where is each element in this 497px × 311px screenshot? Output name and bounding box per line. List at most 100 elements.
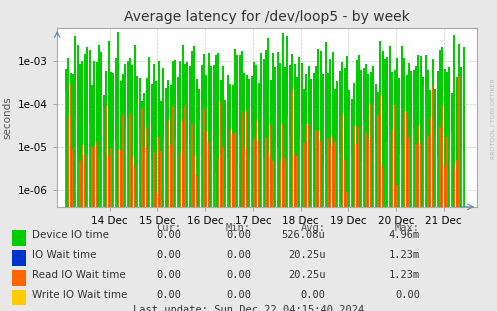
Bar [454,167,455,311]
Bar [205,75,207,311]
Bar [222,66,224,311]
Bar [139,78,141,311]
Bar [399,78,401,311]
Bar [432,59,434,311]
Bar [175,137,176,311]
Bar [444,69,446,311]
Bar [237,165,238,311]
Title: Average latency for /dev/loop5 - by week: Average latency for /dev/loop5 - by week [124,10,410,24]
Bar [461,150,462,311]
Bar [161,151,162,311]
Bar [308,66,310,311]
Bar [331,52,333,311]
Bar [75,118,76,311]
Bar [189,144,190,311]
Bar [429,91,431,311]
Bar [206,132,207,311]
Bar [313,73,315,311]
Bar [358,55,360,311]
Bar [424,55,426,311]
Bar [458,44,460,311]
Bar [411,125,412,311]
Bar [227,75,229,311]
Bar [251,124,252,311]
Bar [391,72,393,311]
Bar [334,89,336,311]
Bar [301,123,302,311]
Bar [404,111,405,311]
Bar [196,79,198,311]
Bar [260,103,262,311]
Bar [334,142,335,311]
Bar [463,47,465,311]
Bar [225,188,226,311]
Bar [72,149,74,311]
Bar [291,53,293,311]
Text: 20.25u: 20.25u [288,250,326,260]
Bar [154,152,155,311]
Bar [239,55,241,311]
Bar [244,73,246,311]
Bar [247,111,248,311]
Bar [129,58,131,311]
Text: 0.00: 0.00 [226,250,251,260]
Bar [446,137,448,311]
Bar [418,126,419,311]
Bar [199,120,200,311]
Bar [172,106,173,311]
Bar [375,84,377,311]
Bar [255,65,257,311]
Text: Device IO time: Device IO time [32,230,109,240]
Bar [210,66,212,311]
Bar [351,99,353,311]
Bar [427,70,429,311]
Bar [96,62,98,311]
Bar [339,72,341,311]
Bar [86,47,88,311]
Bar [253,62,255,311]
Bar [167,80,169,311]
Bar [148,57,150,311]
Bar [394,70,396,311]
Bar [108,41,110,311]
Bar [265,50,267,311]
Bar [253,139,254,311]
Bar [277,147,278,311]
Bar [387,57,389,311]
Bar [436,71,438,311]
Bar [203,54,205,311]
Bar [375,143,376,311]
Bar [406,75,408,311]
Text: IO Wait time: IO Wait time [32,250,97,260]
Bar [215,55,217,311]
Bar [323,163,324,311]
Bar [232,134,233,311]
Bar [132,157,133,311]
Bar [434,89,436,311]
Bar [368,139,369,311]
Text: Write IO Wait time: Write IO Wait time [32,290,128,300]
Bar [208,53,210,311]
Bar [89,124,90,311]
Bar [155,81,158,311]
Bar [377,92,379,311]
Bar [239,135,241,311]
Bar [397,185,398,311]
Bar [230,129,231,311]
Bar [151,84,153,311]
Bar [360,70,362,311]
Bar [353,126,355,311]
Text: 0.00: 0.00 [226,230,251,240]
Bar [367,75,369,311]
Text: 0.00: 0.00 [157,230,181,240]
Bar [208,142,209,311]
Bar [98,45,100,311]
Bar [294,64,296,311]
Bar [191,123,193,311]
Bar [86,153,88,311]
Bar [301,63,303,311]
Bar [217,53,219,311]
Y-axis label: seconds: seconds [2,96,13,139]
Bar [296,156,298,311]
Bar [427,137,428,311]
